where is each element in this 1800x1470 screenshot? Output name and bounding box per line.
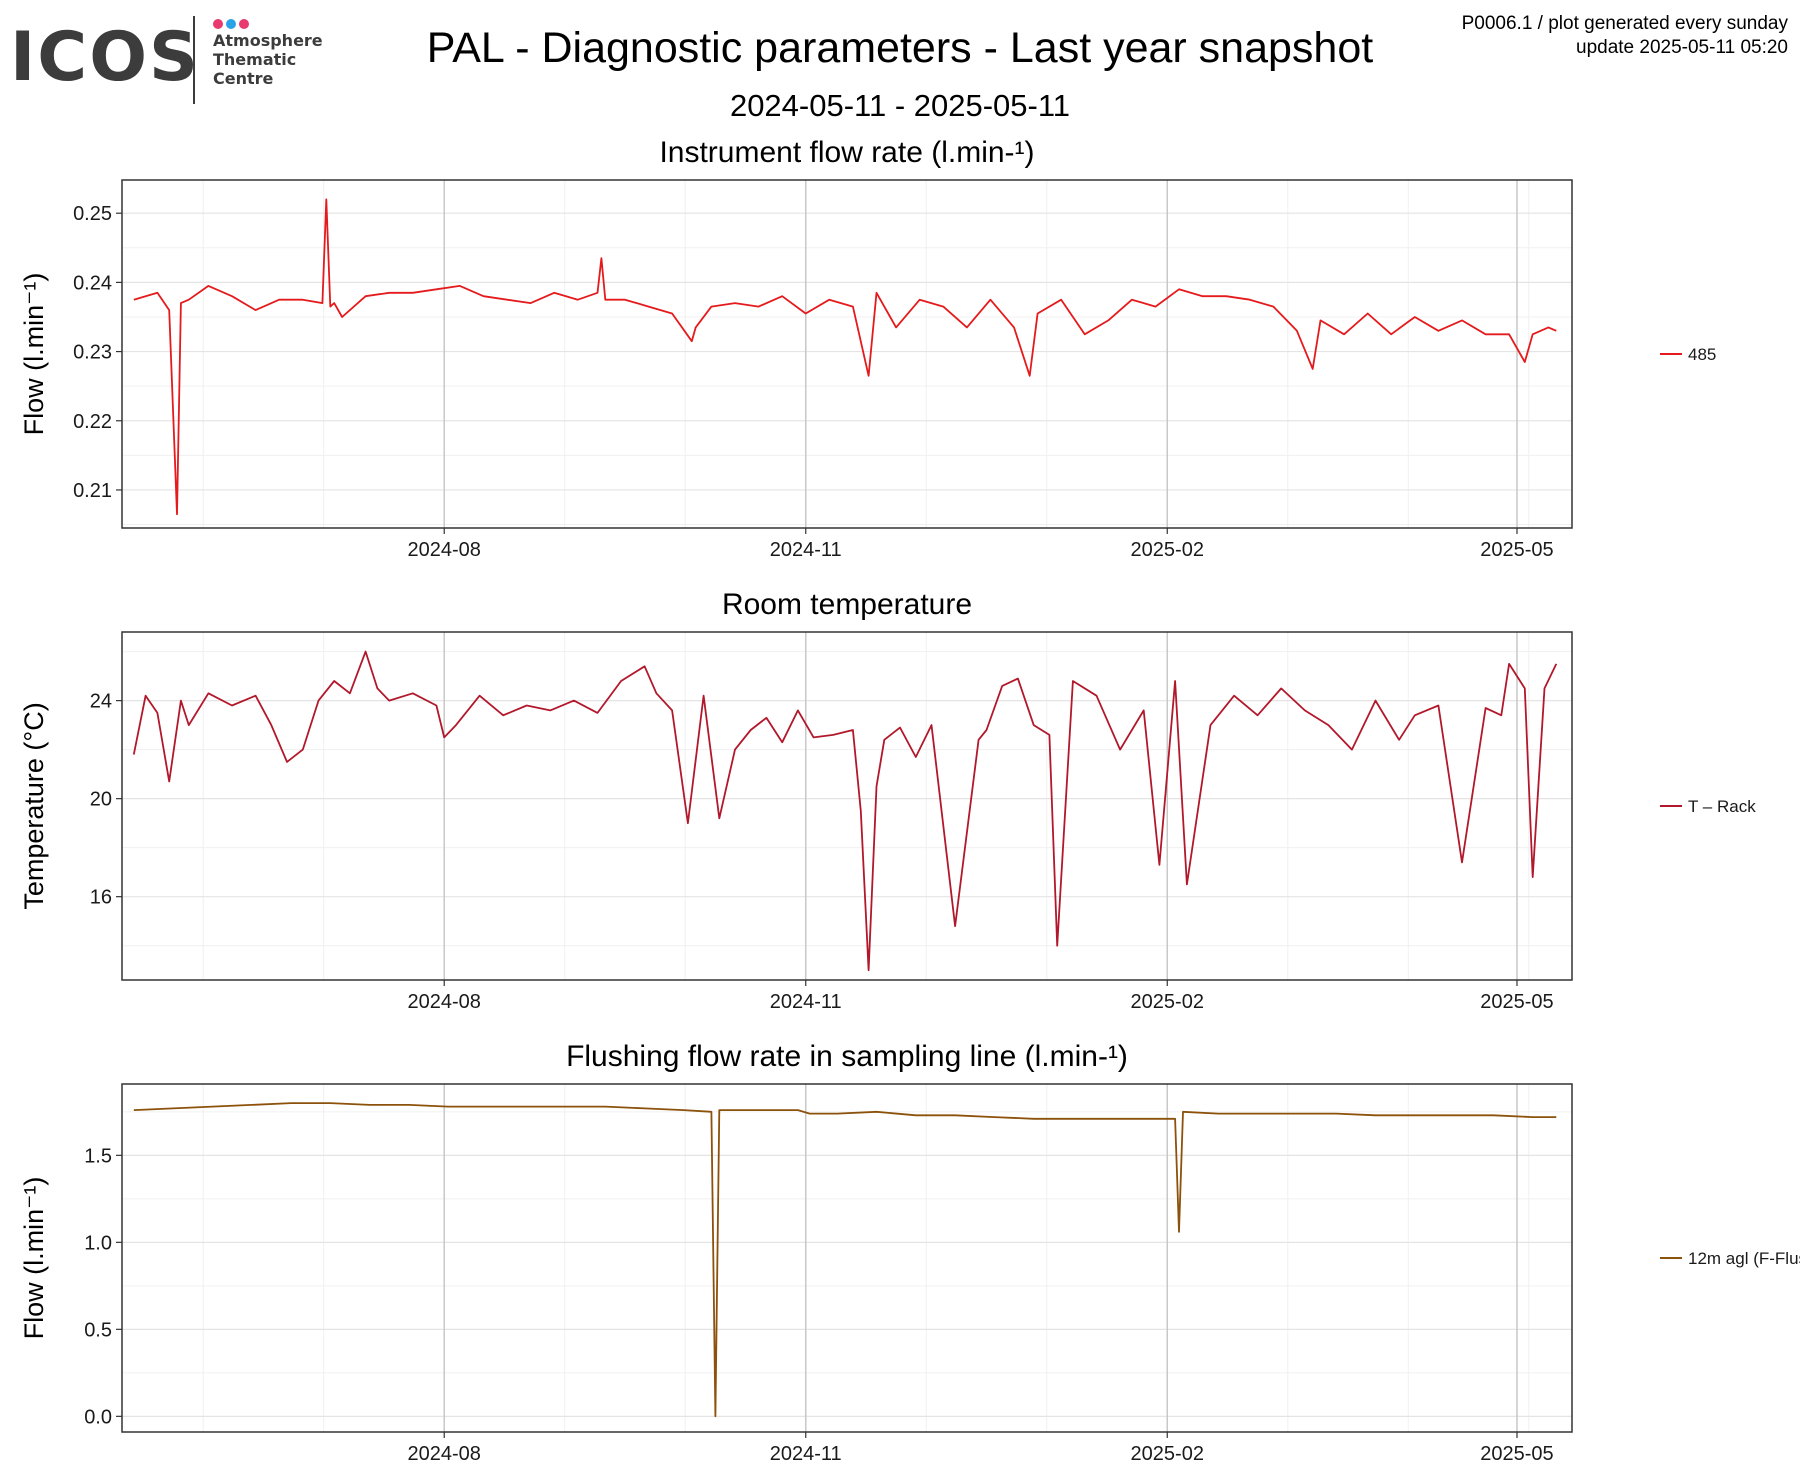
x-tick-label: 2024-11 <box>770 991 842 1013</box>
y-tick-label: 0.5 <box>84 1319 112 1341</box>
logo-wordmark: ICOS <box>10 18 200 97</box>
y-tick-label: 1.5 <box>84 1145 112 1167</box>
logo-dot <box>213 19 223 29</box>
logo-line: Thematic <box>213 50 297 69</box>
plot-meta: P0006.1 / plot generated every sunday up… <box>1462 12 1788 60</box>
panel-title: Flushing flow rate in sampling line (l.m… <box>566 1040 1128 1073</box>
plot-id: P0006.1 / plot generated every sunday <box>1461 13 1788 34</box>
x-tick-label: 2024-08 <box>408 539 481 561</box>
logo-dots <box>213 16 252 29</box>
x-tick-label: 2024-08 <box>408 991 481 1013</box>
y-axis-label: Flow (l.min⁻¹) <box>19 273 49 436</box>
date-range: 2024-05-11 - 2025-05-11 <box>729 88 1071 123</box>
y-tick-label: 1.0 <box>84 1232 112 1254</box>
logo-line: Atmosphere <box>213 31 323 50</box>
legend-label: 485 <box>1688 345 1716 364</box>
plot-frame <box>121 179 1573 529</box>
y-tick-label: 20 <box>90 789 112 811</box>
x-tick-label: 2025-05 <box>1480 1443 1553 1465</box>
x-tick-label: 2025-02 <box>1131 991 1204 1013</box>
y-tick-label: 0.22 <box>73 411 112 433</box>
chart-panel-1: Instrument flow rate (l.min-¹) 0.21 0.22 0.… <box>19 136 1716 561</box>
y-tick-label: 24 <box>90 691 112 713</box>
logo-line: Centre <box>213 69 274 88</box>
x-tick-label: 2024-11 <box>770 539 842 561</box>
logo-dot <box>226 19 236 29</box>
x-tick-label: 2024-11 <box>770 1443 842 1465</box>
x-tick-label: 2025-05 <box>1480 539 1553 561</box>
y-tick-label: 0.0 <box>84 1406 112 1428</box>
chart-panel-2: Room temperature 16 20 24 2024-08 2024-11 2025… <box>19 588 1756 1013</box>
plot-frame <box>121 631 1573 981</box>
legend-label: T – Rack <box>1688 797 1756 816</box>
logo-subtitle: Atmosphere Thematic Centre <box>213 31 323 88</box>
logo-dot <box>239 19 249 29</box>
panel-title: Instrument flow rate (l.min-¹) <box>659 136 1034 169</box>
update-time: update 2025-05-11 05:20 <box>1576 37 1788 58</box>
y-tick-label: 0.25 <box>73 203 112 225</box>
plot-frame <box>121 1083 1573 1433</box>
y-tick-label: 0.24 <box>73 272 112 294</box>
panel-title: Room temperature <box>722 588 972 621</box>
series-line <box>133 198 1557 516</box>
page-title: PAL - Diagnostic parameters - Last year … <box>426 24 1374 72</box>
logo-divider <box>193 16 195 104</box>
y-axis-label: Flow (l.min⁻¹) <box>19 1177 49 1340</box>
chart-panel-3: Flushing flow rate in sampling line (l.m… <box>19 1040 1800 1465</box>
y-tick-label: 0.23 <box>73 342 112 364</box>
y-tick-label: 16 <box>90 887 112 909</box>
series-line <box>133 1102 1557 1418</box>
x-tick-label: 2025-02 <box>1131 1443 1204 1465</box>
x-tick-label: 2025-05 <box>1480 991 1553 1013</box>
y-tick-label: 0.21 <box>73 480 112 502</box>
y-axis-label: Temperature (°C) <box>19 702 49 909</box>
series-line <box>132 650 1558 972</box>
x-tick-label: 2025-02 <box>1131 539 1204 561</box>
icos-logo: ICOS Atmosphere Thematic Centre <box>10 14 340 106</box>
x-tick-label: 2024-08 <box>408 1443 481 1465</box>
legend-label: 12m agl (F-Flush) <box>1688 1249 1800 1268</box>
